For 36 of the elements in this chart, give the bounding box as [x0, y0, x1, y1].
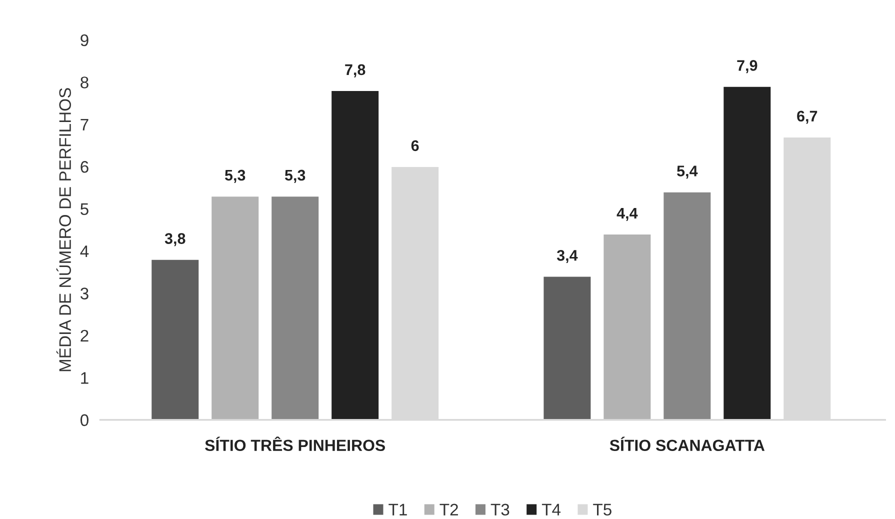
- x-tick-label: SÍTIO TRÊS PINHEIROS: [205, 436, 385, 452]
- bar: [602, 234, 652, 420]
- bar: [330, 90, 380, 420]
- data-label: 6: [411, 140, 419, 152]
- bar: [270, 196, 320, 420]
- bar: [722, 86, 772, 420]
- y-tick-label: 4: [80, 246, 89, 258]
- y-tick-label: 5: [80, 203, 88, 216]
- y-tick-label: 8: [80, 76, 88, 88]
- data-label: 5,3: [224, 170, 246, 183]
- bar: [150, 259, 200, 420]
- data-label: 5,3: [284, 170, 306, 183]
- y-tick-label: 3: [80, 288, 88, 300]
- data-label: 4,4: [616, 208, 638, 221]
- data-label: 5,4: [677, 166, 698, 179]
- data-label: 7,9: [737, 60, 758, 74]
- data-label: 7,8: [345, 64, 366, 78]
- y-tick-label: 0: [80, 414, 88, 426]
- legend-label: T5: [593, 504, 612, 516]
- bar: [210, 196, 260, 420]
- y-axis-title: MÉDIA DE NÚMERO DE PERFILHOS: [56, 88, 72, 372]
- legend-label: T3: [490, 504, 510, 516]
- legend-label: T4: [542, 504, 561, 516]
- bar: [662, 192, 712, 420]
- y-tick-label: 9: [80, 34, 88, 46]
- y-tick-label: 7: [80, 118, 88, 130]
- bar: [542, 276, 592, 420]
- legend-label: T1: [388, 504, 407, 516]
- legend-label: T2: [440, 504, 458, 516]
- y-tick-label: 2: [80, 330, 88, 342]
- y-tick-label: 6: [80, 161, 88, 173]
- data-label: 3,8: [164, 233, 186, 246]
- data-label: 3,4: [556, 250, 578, 264]
- y-tick-label: 1: [81, 372, 88, 384]
- x-tick-label: SÍTIO SCANAGATTA: [610, 436, 765, 452]
- data-label: 6,7: [797, 110, 818, 124]
